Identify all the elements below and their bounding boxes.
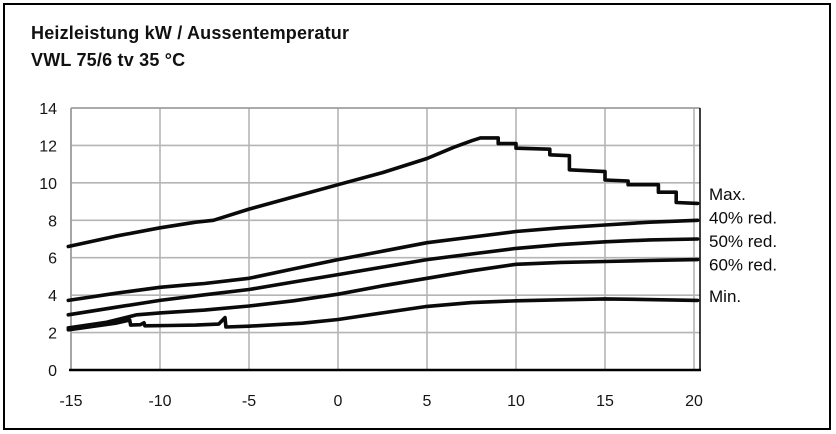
x-tick-label: -10	[148, 393, 171, 410]
y-tick-label: 4	[48, 288, 57, 305]
x-tick-label: 0	[334, 393, 343, 410]
curve-min	[66, 297, 700, 332]
series-label-max: Max.	[709, 185, 746, 204]
x-tick-label: 5	[423, 393, 432, 410]
x-tick-label: -5	[242, 393, 256, 410]
y-tick-label: 12	[39, 138, 57, 155]
y-tick-label: 6	[48, 251, 57, 268]
curve-40-red	[66, 218, 700, 303]
series-label-40-red: 40% red.	[709, 208, 777, 227]
y-tick-label: 10	[39, 176, 57, 193]
curve-max	[66, 136, 700, 249]
x-tick-label: 20	[685, 393, 703, 410]
x-tick-label: 15	[596, 393, 614, 410]
chart-subtitle: VWL 75/6 tv 35 °C	[31, 50, 186, 70]
x-tick-label: 10	[507, 393, 525, 410]
y-tick-label: 8	[48, 213, 57, 230]
series-label-min: Min.	[709, 287, 741, 306]
curve-50-red	[66, 237, 700, 317]
y-tick-label: 0	[48, 363, 57, 380]
chart-title: Heizleistung kW / Aussentemperatur	[31, 23, 350, 43]
y-tick-label: 14	[39, 101, 57, 118]
series-label-50-red: 50% red.	[709, 232, 777, 251]
series-label-60-red: 60% red.	[709, 255, 777, 274]
y-tick-label: 2	[48, 326, 57, 343]
chart-header: Heizleistung kW / Aussentemperatur VWL 7…	[31, 20, 349, 74]
x-tick-label: -15	[59, 393, 82, 410]
curve-60-red	[66, 257, 700, 330]
